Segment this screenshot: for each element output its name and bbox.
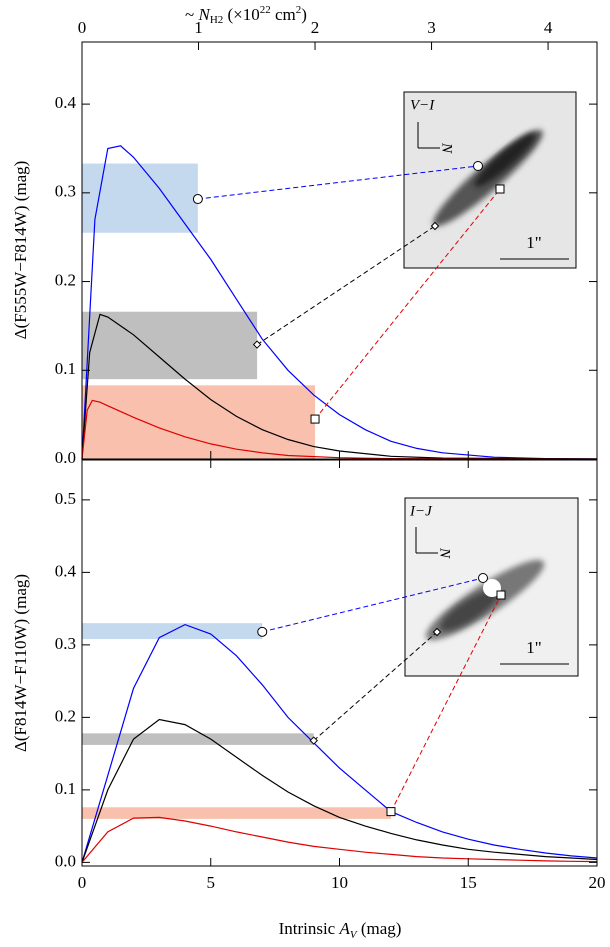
y-tick-label: 0.4 bbox=[55, 93, 77, 112]
marker bbox=[310, 414, 320, 424]
y-tick-label: 0.2 bbox=[55, 706, 76, 725]
y-axis-title: Δ(F555W−F814W) (mag) bbox=[11, 161, 30, 340]
inset-marker bbox=[496, 590, 506, 600]
marker bbox=[386, 807, 396, 817]
curve bbox=[81, 145, 598, 460]
inset-marker bbox=[478, 573, 488, 583]
inset-image-top bbox=[403, 91, 577, 269]
connector bbox=[256, 225, 436, 345]
y-tick-label: 0.2 bbox=[55, 270, 76, 289]
axes-0: 0.0 0.1 0.2 0.3 0.4 0 1 2 3 4 bbox=[55, 18, 598, 467]
x-tick-label: 10 bbox=[331, 873, 348, 892]
marker bbox=[309, 736, 318, 745]
scale-label: 1" bbox=[526, 233, 541, 252]
inset-label: V−I bbox=[410, 97, 435, 113]
band bbox=[82, 733, 314, 745]
curve bbox=[81, 816, 598, 863]
inset-marker bbox=[430, 221, 440, 231]
connector bbox=[314, 188, 501, 420]
band bbox=[82, 807, 391, 819]
inset-marker bbox=[432, 627, 442, 637]
curve bbox=[81, 399, 598, 460]
plot-frame bbox=[81, 459, 598, 867]
connector bbox=[262, 577, 484, 633]
x2-tick-label: 0 bbox=[78, 18, 87, 37]
marker bbox=[252, 340, 262, 349]
north-label: N bbox=[439, 142, 455, 154]
y-tick-label: 0.0 bbox=[55, 448, 76, 467]
band bbox=[82, 163, 198, 233]
y-tick-label: 0.3 bbox=[55, 634, 76, 653]
x-tick-label: 0 bbox=[78, 873, 87, 892]
curve bbox=[81, 718, 598, 863]
y-tick-label: 0.1 bbox=[55, 779, 76, 798]
inset-marker bbox=[495, 184, 505, 194]
x-tick-label: 20 bbox=[589, 873, 606, 892]
curve bbox=[81, 313, 598, 460]
band bbox=[82, 311, 258, 380]
x2-tick-label: 4 bbox=[544, 18, 553, 37]
y-tick-label: 0.4 bbox=[55, 561, 77, 580]
marker bbox=[257, 626, 268, 637]
x-tick-label: 5 bbox=[207, 873, 216, 892]
x-axis-title: Intrinsic AV (mag) bbox=[279, 919, 402, 941]
connector bbox=[390, 594, 502, 812]
x-tick-label: 15 bbox=[460, 873, 477, 892]
y-tick-label: 0.5 bbox=[55, 489, 76, 508]
inset-marker bbox=[473, 161, 483, 171]
inset-image-bottom bbox=[404, 497, 579, 677]
x2-axis-title: ~ NH2 (×1022 cm2) bbox=[185, 4, 307, 26]
x2-tick-label: 3 bbox=[427, 18, 436, 37]
x2-tick-label: 2 bbox=[311, 18, 320, 37]
plot-frame bbox=[81, 41, 598, 460]
connector bbox=[197, 165, 479, 200]
scale-label: 1" bbox=[526, 638, 541, 657]
x2-tick-label: 1 bbox=[194, 18, 203, 37]
connector bbox=[313, 631, 438, 741]
north-label: N bbox=[437, 547, 453, 559]
marker bbox=[192, 194, 203, 205]
y-axis-title: Δ(F814W−F110W) (mag) bbox=[11, 574, 30, 752]
band bbox=[82, 385, 316, 459]
inset-label: I−J bbox=[409, 503, 433, 519]
y-tick-label: 0.3 bbox=[55, 182, 76, 201]
curve bbox=[81, 623, 598, 863]
y-tick-label: 0.0 bbox=[55, 851, 76, 870]
axes-1: 0.0 0.1 0.2 0.3 0.4 0.5 0 5 10 15 20 bbox=[55, 459, 606, 892]
y-tick-label: 0.1 bbox=[55, 359, 76, 378]
